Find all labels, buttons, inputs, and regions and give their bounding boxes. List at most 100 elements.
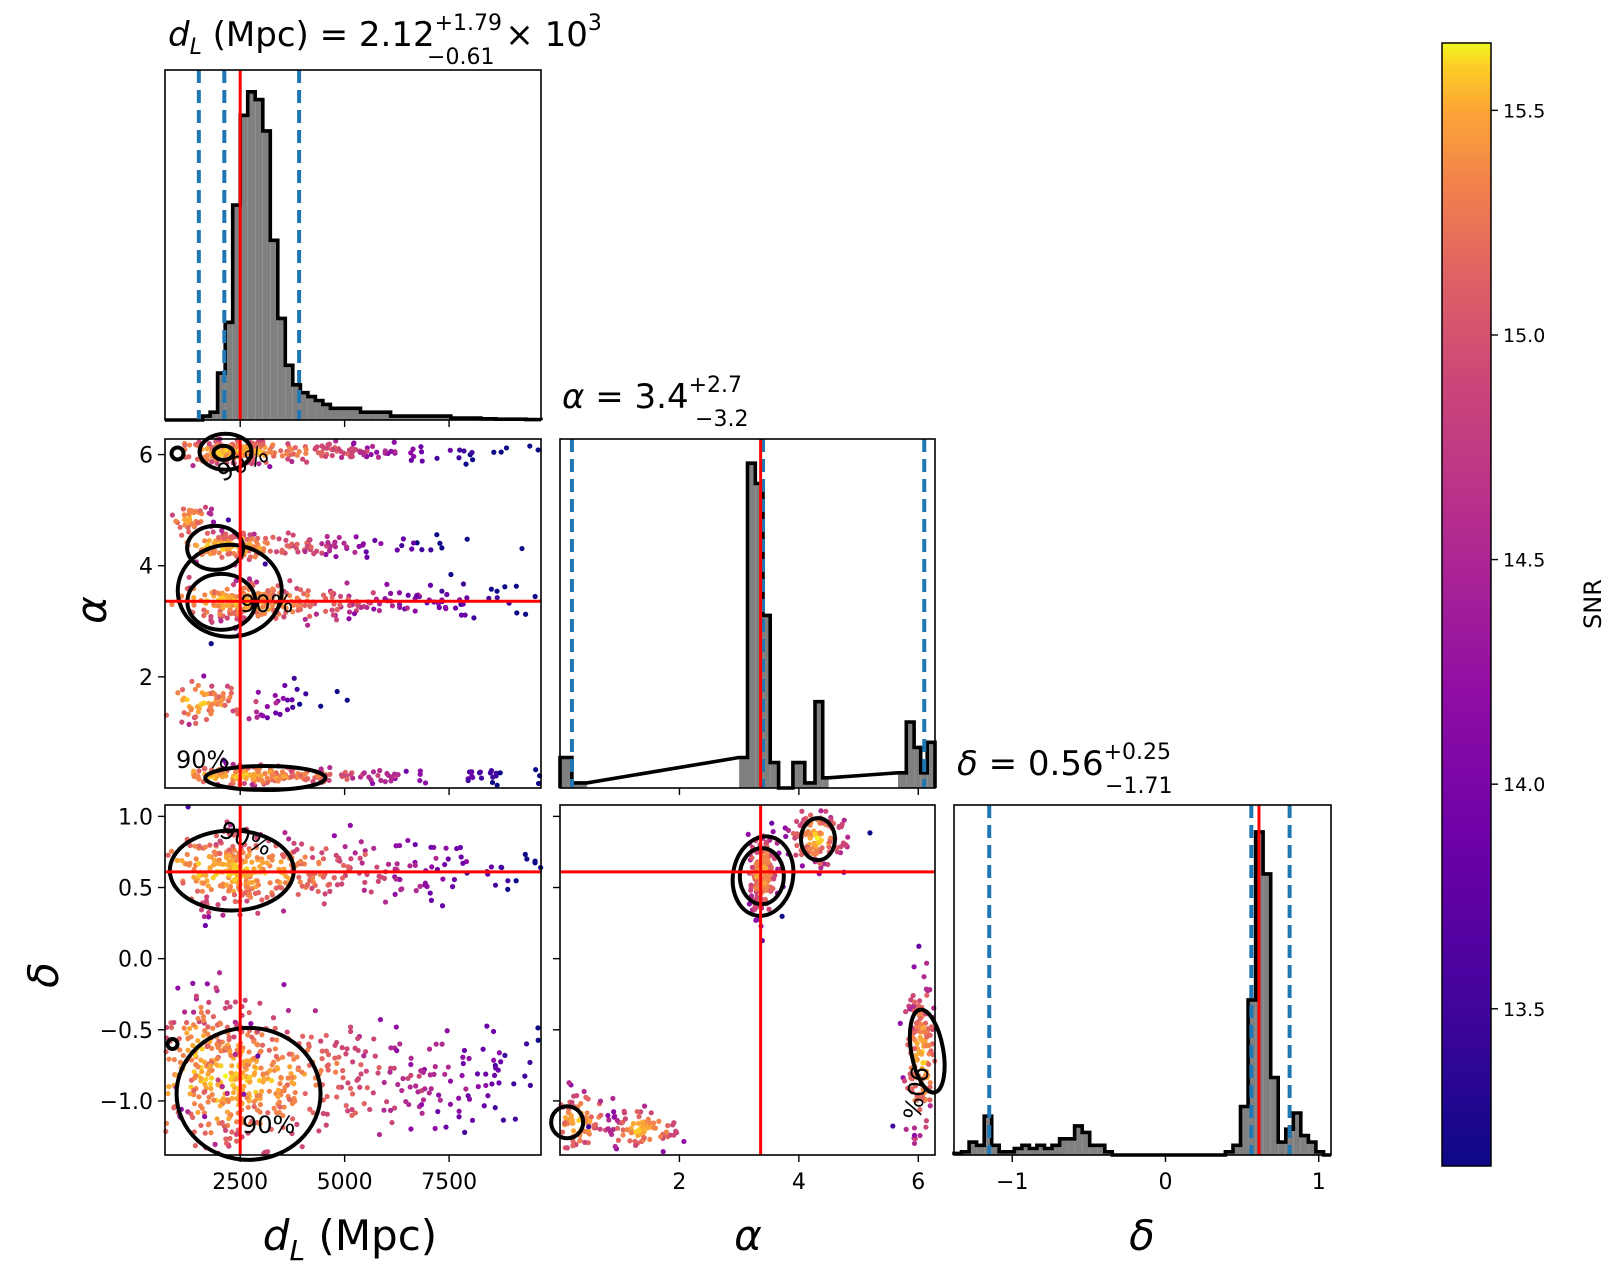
- scatter-point: [219, 774, 225, 780]
- scatter-point: [219, 595, 226, 601]
- histogram-bar: [1014, 1148, 1022, 1155]
- scatter-point: [333, 553, 339, 560]
- scatter-point: [745, 831, 751, 837]
- scatter-point: [213, 833, 220, 839]
- histogram-bar: [822, 777, 829, 788]
- scatter-point: [469, 449, 475, 456]
- scatter-point: [244, 885, 250, 891]
- scatter-point: [319, 443, 325, 449]
- scatter-point: [248, 1021, 254, 1027]
- scatter-point: [166, 1084, 172, 1090]
- scatter-point: [361, 1101, 367, 1107]
- scatter-point: [213, 841, 219, 848]
- scatter-point: [323, 551, 329, 558]
- scatter-point: [752, 906, 758, 912]
- scatter-point: [606, 1117, 612, 1123]
- scatter-point: [917, 1015, 923, 1022]
- scatter-point: [366, 774, 372, 780]
- scatter-point: [280, 1124, 286, 1131]
- scatter-point: [292, 1090, 298, 1096]
- scatter-point: [208, 641, 214, 647]
- scatter-point: [570, 1128, 577, 1134]
- scatter-point: [798, 852, 805, 858]
- scatter-point: [254, 714, 260, 720]
- scatter-point: [249, 1034, 255, 1040]
- scatter-point: [280, 774, 287, 780]
- scatter-point: [810, 850, 816, 857]
- scatter-point: [633, 1129, 639, 1135]
- scatter-point: [460, 1054, 466, 1060]
- scatter-point: [270, 534, 276, 540]
- scatter-point: [230, 853, 236, 859]
- histogram-bar: [1285, 1129, 1294, 1155]
- scatter-point: [428, 547, 434, 553]
- scatter-point: [362, 1049, 369, 1055]
- scatter-point: [240, 849, 246, 856]
- scatter-point: [185, 1109, 191, 1115]
- scatter-point: [569, 1099, 575, 1105]
- scatter-point: [243, 775, 249, 781]
- scatter-point: [486, 595, 492, 601]
- scatter-point: [327, 888, 333, 894]
- scatter-point: [923, 1124, 929, 1130]
- scatter-point: [753, 886, 759, 892]
- scatter-point: [456, 455, 462, 461]
- scatter-point: [181, 512, 187, 518]
- scatter-point: [403, 768, 409, 774]
- scatter-point: [234, 857, 240, 863]
- scatter-point: [206, 999, 212, 1005]
- scatter-point: [210, 1025, 216, 1031]
- scatter-point: [513, 583, 519, 589]
- scatter-point: [378, 540, 384, 547]
- scatter-point: [267, 595, 273, 601]
- scatter-point: [807, 846, 813, 852]
- scatter-point: [302, 602, 308, 609]
- scatter-point: [419, 1110, 425, 1116]
- scatter-point: [188, 707, 194, 713]
- scatter-point: [299, 883, 305, 889]
- scatter-point: [919, 1095, 925, 1101]
- scatter-point: [254, 579, 260, 585]
- scatter-point: [225, 1098, 232, 1105]
- scatter-point: [249, 859, 255, 865]
- scatter-point: [201, 913, 207, 920]
- scatter-point: [371, 606, 377, 612]
- scatter-point: [407, 1084, 413, 1090]
- scatter-point: [349, 1106, 355, 1113]
- scatter-point: [273, 700, 279, 706]
- scatter-point: [205, 883, 211, 889]
- scatter-point: [323, 846, 329, 852]
- scatter-point: [413, 1083, 419, 1089]
- scatter-point: [418, 1102, 425, 1108]
- scatter-point: [209, 708, 215, 714]
- scatter-point: [299, 1144, 305, 1150]
- scatter-point: [362, 851, 368, 858]
- scatter-point: [514, 610, 520, 616]
- scatter-point: [448, 571, 454, 578]
- contour-line: [211, 443, 236, 462]
- scatter-point: [418, 449, 425, 455]
- scatter-point: [367, 1106, 373, 1113]
- scatter-point: [766, 906, 772, 912]
- scatter-point: [413, 888, 419, 894]
- scatter-point: [767, 888, 773, 894]
- scatter-point: [408, 1126, 414, 1132]
- scatter-point: [192, 1143, 198, 1149]
- scatter-point: [834, 849, 840, 855]
- scatter-point: [221, 895, 227, 902]
- scatter-point: [375, 772, 381, 779]
- x-tick-label: 2: [672, 1170, 686, 1195]
- scatter-point: [228, 1052, 234, 1059]
- scatter-point: [341, 540, 347, 546]
- scatter-point: [283, 609, 289, 615]
- scatter-point: [196, 768, 202, 774]
- scatter-point: [433, 855, 439, 861]
- scatter-point: [492, 1105, 498, 1111]
- scatter-point: [910, 1003, 917, 1009]
- scatter-point: [299, 841, 305, 847]
- scatter-point: [403, 1098, 409, 1105]
- scatter-point: [195, 682, 201, 689]
- scatter-point: [182, 442, 188, 448]
- contour-line: [197, 431, 254, 472]
- scatter-point: [405, 1075, 411, 1082]
